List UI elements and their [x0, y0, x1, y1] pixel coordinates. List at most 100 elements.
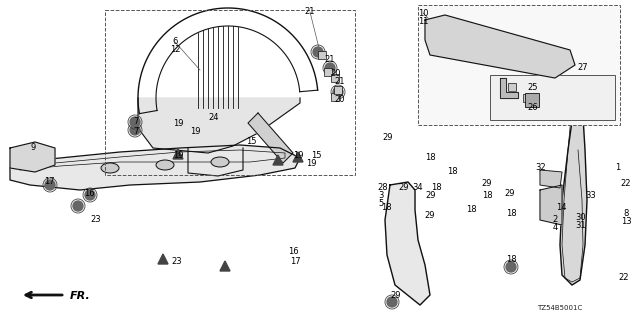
Text: 18: 18	[431, 183, 442, 193]
Text: 9: 9	[30, 143, 36, 153]
Text: 16: 16	[288, 247, 298, 257]
Text: 5: 5	[378, 199, 383, 209]
Text: 32: 32	[536, 163, 547, 172]
Circle shape	[73, 201, 83, 211]
Circle shape	[45, 180, 55, 190]
Text: FR.: FR.	[70, 291, 91, 301]
Text: 29: 29	[426, 191, 436, 201]
Text: 18: 18	[381, 203, 391, 212]
Text: 29: 29	[482, 179, 492, 188]
Bar	[508, 83, 516, 91]
Polygon shape	[10, 142, 55, 172]
Polygon shape	[10, 145, 300, 190]
Text: 19: 19	[306, 158, 316, 167]
Polygon shape	[220, 261, 230, 271]
Text: 13: 13	[621, 217, 631, 226]
Text: 2: 2	[552, 215, 557, 225]
Text: 22: 22	[619, 274, 629, 283]
Text: 29: 29	[425, 211, 435, 220]
Polygon shape	[560, 100, 587, 285]
Text: 17: 17	[290, 257, 300, 266]
Circle shape	[325, 63, 335, 73]
Text: 24: 24	[209, 113, 220, 122]
Circle shape	[506, 262, 516, 272]
Text: 10: 10	[418, 9, 428, 18]
Circle shape	[387, 297, 397, 307]
Polygon shape	[248, 113, 293, 163]
Circle shape	[85, 190, 95, 200]
Bar	[490, 75, 615, 120]
Bar	[105, 10, 355, 175]
Bar	[523, 94, 531, 102]
Text: 30: 30	[576, 213, 586, 222]
Text: 15: 15	[311, 151, 321, 161]
Bar	[331, 93, 339, 101]
Polygon shape	[425, 15, 575, 78]
Ellipse shape	[101, 163, 119, 173]
Text: 21: 21	[305, 7, 316, 17]
Text: 25: 25	[528, 84, 538, 92]
Text: 14: 14	[556, 203, 566, 212]
Text: 29: 29	[399, 183, 409, 193]
Text: 29: 29	[505, 188, 515, 197]
Text: 20: 20	[331, 69, 341, 78]
Text: 18: 18	[466, 205, 476, 214]
Polygon shape	[138, 98, 300, 153]
Text: 26: 26	[528, 102, 538, 111]
Text: 7: 7	[133, 127, 139, 137]
Text: 15: 15	[246, 137, 256, 146]
Text: 3: 3	[378, 191, 384, 201]
Circle shape	[313, 47, 323, 57]
Text: 18: 18	[482, 191, 492, 201]
Text: 7: 7	[133, 117, 139, 126]
Text: 19: 19	[173, 119, 183, 129]
Text: 19: 19	[292, 150, 303, 159]
Text: 31: 31	[576, 221, 586, 230]
Text: 18: 18	[425, 154, 435, 163]
Text: 20: 20	[335, 95, 345, 105]
Text: 29: 29	[383, 133, 393, 142]
Text: 16: 16	[84, 188, 94, 197]
Text: 21: 21	[335, 77, 345, 86]
Polygon shape	[500, 78, 518, 98]
Text: 21: 21	[324, 55, 335, 65]
Text: 28: 28	[378, 183, 388, 193]
Text: 8: 8	[623, 209, 628, 218]
Text: 22: 22	[621, 179, 631, 188]
Text: 19: 19	[189, 126, 200, 135]
Text: 17: 17	[44, 178, 54, 187]
Text: 23: 23	[172, 258, 182, 267]
Text: 11: 11	[418, 17, 428, 26]
Polygon shape	[540, 185, 562, 225]
Text: 27: 27	[578, 62, 588, 71]
Circle shape	[130, 125, 140, 135]
Text: 1: 1	[616, 163, 621, 172]
Text: 34: 34	[413, 183, 423, 193]
Text: 33: 33	[586, 191, 596, 201]
Bar	[418, 5, 620, 125]
Text: 12: 12	[170, 45, 180, 54]
Text: 18: 18	[447, 167, 458, 177]
Bar	[324, 68, 332, 76]
Ellipse shape	[156, 160, 174, 170]
Text: 4: 4	[552, 223, 557, 233]
Polygon shape	[293, 152, 303, 162]
Ellipse shape	[211, 157, 229, 167]
Text: 29: 29	[391, 291, 401, 300]
Polygon shape	[385, 182, 430, 305]
Text: 23: 23	[91, 215, 101, 225]
Circle shape	[333, 87, 343, 97]
Polygon shape	[540, 170, 562, 188]
Polygon shape	[273, 155, 283, 165]
Bar	[525, 93, 539, 107]
Polygon shape	[158, 254, 168, 264]
Bar	[334, 86, 342, 94]
Text: 18: 18	[506, 255, 516, 265]
Text: 18: 18	[506, 210, 516, 219]
Text: TZ54B5001C: TZ54B5001C	[538, 305, 582, 311]
Bar	[318, 51, 326, 59]
Bar	[331, 74, 339, 82]
Text: 6: 6	[172, 37, 178, 46]
Text: 19: 19	[173, 150, 183, 159]
Polygon shape	[173, 149, 183, 159]
